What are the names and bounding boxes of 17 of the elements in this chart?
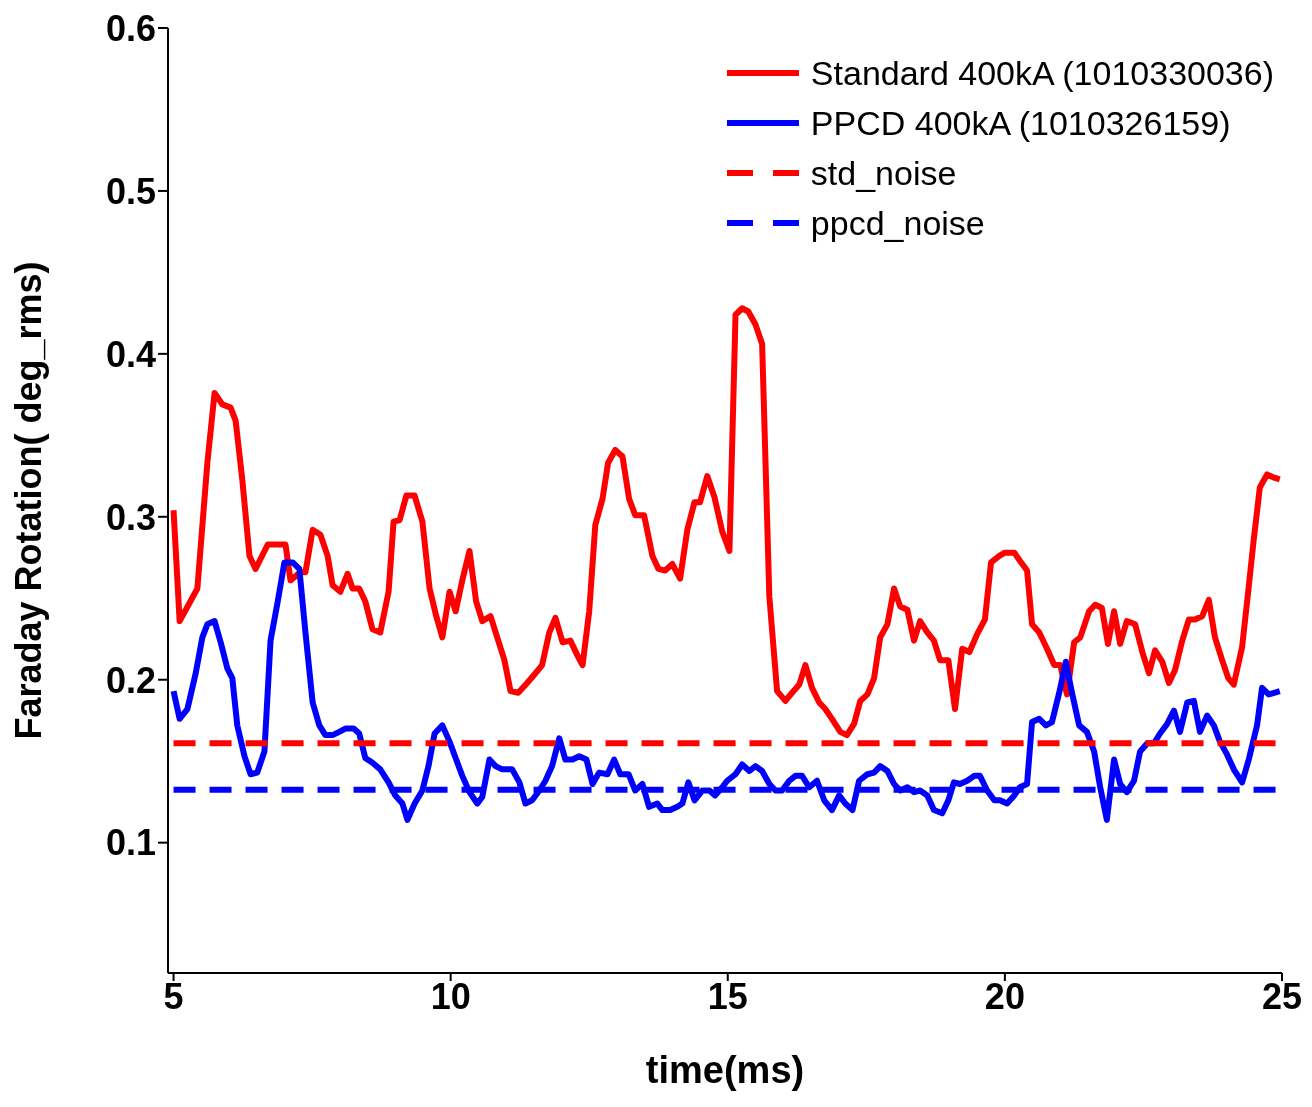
y-tick-label: 0.5 bbox=[105, 170, 156, 212]
y-tick-label: 0.4 bbox=[105, 333, 156, 375]
legend-label: Standard 400kA (1010330036) bbox=[810, 53, 1274, 93]
y-tick-label: 0.3 bbox=[105, 496, 156, 538]
legend-label: PPCD 400kA (1010326159) bbox=[810, 103, 1231, 143]
x-tick-label: 10 bbox=[430, 975, 471, 1017]
x-tick-label: 25 bbox=[1261, 975, 1303, 1017]
x-tick-label: 5 bbox=[163, 975, 184, 1017]
x-tick-label: 20 bbox=[984, 975, 1025, 1017]
y-tick-label: 0.1 bbox=[105, 822, 156, 864]
legend-label: ppcd_noise bbox=[810, 203, 985, 243]
x-tick-label: 15 bbox=[707, 975, 748, 1017]
y-axis-title: Faraday Rotation( deg_rms) bbox=[7, 261, 49, 740]
legend-label: std_noise bbox=[810, 153, 957, 193]
y-tick-label: 0.6 bbox=[105, 7, 156, 49]
x-axis-title: time(ms) bbox=[645, 1049, 805, 1091]
y-tick-label: 0.2 bbox=[105, 659, 156, 701]
